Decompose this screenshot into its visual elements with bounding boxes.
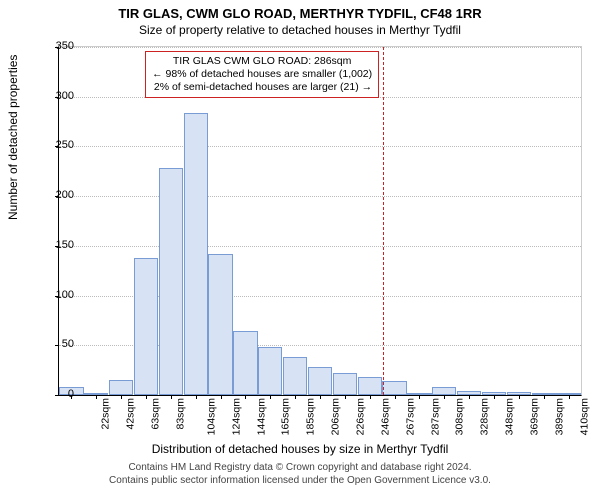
xtick-mark bbox=[221, 395, 222, 399]
xtick-label: 226sqm bbox=[354, 398, 366, 435]
chart-container: TIR GLAS, CWM GLO ROAD, MERTHYR TYDFIL, … bbox=[0, 0, 600, 500]
xtick-mark bbox=[96, 395, 97, 399]
ytick-label: 100 bbox=[44, 289, 74, 301]
annot-line-1: TIR GLAS CWM GLO ROAD: 286sqm bbox=[152, 55, 372, 68]
xtick-label: 83sqm bbox=[175, 398, 187, 430]
xtick-mark bbox=[544, 395, 545, 399]
x-axis-label: Distribution of detached houses by size … bbox=[0, 442, 600, 456]
xtick-mark bbox=[121, 395, 122, 399]
xtick-mark bbox=[345, 395, 346, 399]
xtick-label: 104sqm bbox=[205, 398, 217, 435]
chart-title: TIR GLAS, CWM GLO ROAD, MERTHYR TYDFIL, … bbox=[0, 0, 600, 21]
xtick-mark bbox=[245, 395, 246, 399]
xtick-mark bbox=[569, 395, 570, 399]
histogram-bar bbox=[283, 357, 307, 395]
histogram-bar bbox=[358, 377, 382, 395]
histogram-bar bbox=[258, 347, 282, 395]
xtick-label: 410sqm bbox=[578, 398, 590, 435]
histogram-bar bbox=[159, 168, 183, 395]
xtick-mark bbox=[444, 395, 445, 399]
xtick-label: 144sqm bbox=[255, 398, 267, 435]
gridline bbox=[59, 246, 581, 247]
xtick-mark bbox=[395, 395, 396, 399]
marker-line bbox=[383, 47, 384, 395]
xtick-label: 348sqm bbox=[504, 398, 516, 435]
xtick-label: 308sqm bbox=[454, 398, 466, 435]
annotation-box: TIR GLAS CWM GLO ROAD: 286sqm← 98% of de… bbox=[145, 51, 379, 98]
histogram-bar bbox=[184, 113, 208, 395]
xtick-label: 124sqm bbox=[230, 398, 242, 435]
xtick-label: 63sqm bbox=[150, 398, 162, 430]
histogram-bar bbox=[382, 381, 406, 395]
histogram-bar bbox=[208, 254, 232, 395]
xtick-label: 369sqm bbox=[528, 398, 540, 435]
xtick-label: 22sqm bbox=[100, 398, 112, 430]
xtick-mark bbox=[146, 395, 147, 399]
y-axis-label: Number of detached properties bbox=[6, 55, 20, 220]
histogram-bar bbox=[308, 367, 332, 395]
gridline bbox=[59, 196, 581, 197]
footer-line-1: Contains HM Land Registry data © Crown c… bbox=[0, 462, 600, 475]
xtick-mark bbox=[494, 395, 495, 399]
xtick-label: 246sqm bbox=[379, 398, 391, 435]
plot-area: TIR GLAS CWM GLO ROAD: 286sqm← 98% of de… bbox=[58, 46, 582, 396]
xtick-mark bbox=[370, 395, 371, 399]
xtick-label: 185sqm bbox=[305, 398, 317, 435]
ytick-label: 0 bbox=[44, 388, 74, 400]
ytick-label: 250 bbox=[44, 139, 74, 151]
xtick-label: 165sqm bbox=[280, 398, 292, 435]
histogram-bar bbox=[333, 373, 357, 395]
xtick-label: 328sqm bbox=[479, 398, 491, 435]
ytick-label: 150 bbox=[44, 239, 74, 251]
footer-line-2: Contains public sector information licen… bbox=[0, 475, 600, 488]
gridline bbox=[59, 146, 581, 147]
xtick-mark bbox=[171, 395, 172, 399]
xtick-mark bbox=[469, 395, 470, 399]
annot-line-3: 2% of semi-detached houses are larger (2… bbox=[152, 81, 372, 94]
histogram-bar bbox=[233, 331, 257, 395]
xtick-mark bbox=[320, 395, 321, 399]
histogram-bar bbox=[109, 380, 133, 395]
xtick-label: 287sqm bbox=[429, 398, 441, 435]
histogram-bar bbox=[432, 387, 456, 395]
ytick-label: 300 bbox=[44, 90, 74, 102]
ytick-label: 50 bbox=[44, 338, 74, 350]
annot-line-2: ← 98% of detached houses are smaller (1,… bbox=[152, 68, 372, 81]
xtick-mark bbox=[196, 395, 197, 399]
xtick-mark bbox=[295, 395, 296, 399]
xtick-mark bbox=[519, 395, 520, 399]
gridline bbox=[59, 47, 581, 48]
ytick-label: 350 bbox=[44, 40, 74, 52]
xtick-mark bbox=[270, 395, 271, 399]
xtick-mark bbox=[419, 395, 420, 399]
ytick-label: 200 bbox=[44, 189, 74, 201]
xtick-label: 42sqm bbox=[125, 398, 137, 430]
xtick-label: 206sqm bbox=[330, 398, 342, 435]
xtick-label: 389sqm bbox=[553, 398, 565, 435]
chart-footer: Contains HM Land Registry data © Crown c… bbox=[0, 462, 600, 487]
chart-subtitle: Size of property relative to detached ho… bbox=[0, 21, 600, 37]
histogram-bar bbox=[134, 258, 158, 395]
xtick-label: 267sqm bbox=[404, 398, 416, 435]
